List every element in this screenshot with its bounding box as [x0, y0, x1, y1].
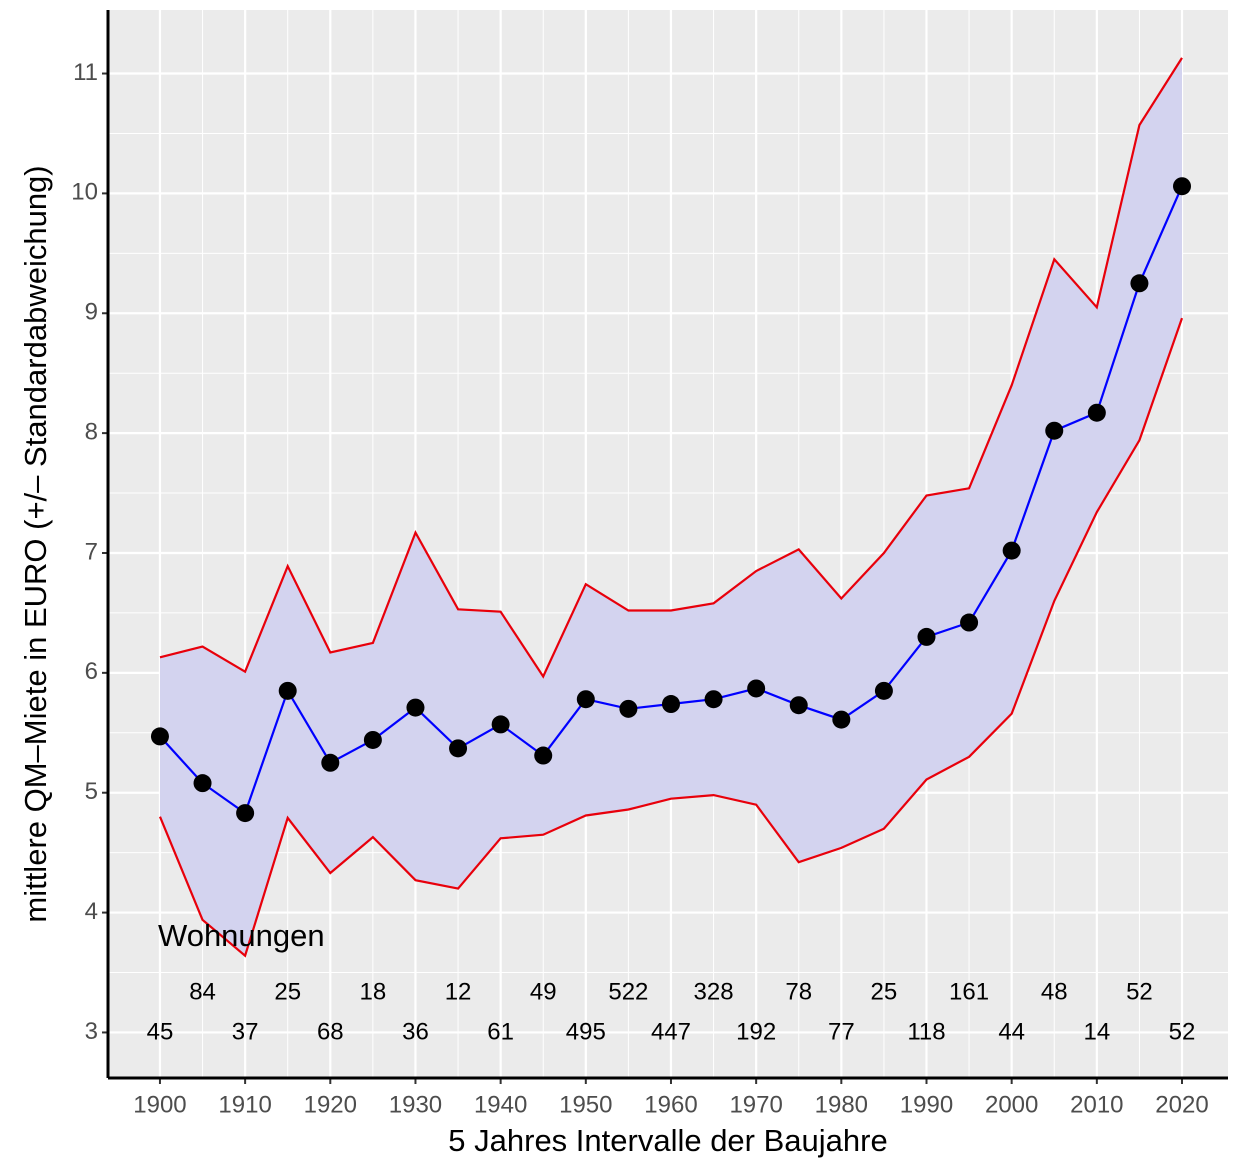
point [960, 613, 979, 632]
y-tick-label: 5 [85, 778, 98, 805]
count-label: 447 [651, 1018, 691, 1045]
point [534, 746, 553, 765]
point [363, 730, 382, 749]
y-tick-label: 7 [85, 538, 98, 565]
count-label: 118 [907, 1018, 945, 1045]
point [832, 710, 851, 729]
count-label: 522 [608, 978, 648, 1005]
y-tick-label: 9 [85, 299, 98, 326]
count-label: 192 [736, 1018, 776, 1045]
count-label: 84 [189, 978, 216, 1005]
y-tick-label: 11 [73, 59, 98, 86]
point [747, 679, 766, 698]
point [236, 804, 255, 823]
y-tick-label: 6 [85, 658, 98, 685]
x-tick-label: 2000 [985, 1091, 1038, 1118]
point [449, 739, 468, 758]
x-tick-label: 1980 [815, 1091, 868, 1118]
point [619, 699, 638, 718]
point [321, 753, 340, 772]
point [1002, 541, 1021, 560]
count-label: 37 [232, 1018, 259, 1045]
count-label: 52 [1169, 1018, 1196, 1045]
count-label: 12 [445, 978, 472, 1005]
x-tick-label: 1990 [900, 1091, 953, 1118]
count-label: 52 [1126, 978, 1153, 1005]
x-tick-label: 1960 [644, 1091, 697, 1118]
count-label: 25 [871, 978, 898, 1005]
count-label: 18 [360, 978, 387, 1005]
count-label: 49 [530, 978, 557, 1005]
point [1130, 274, 1149, 293]
x-tick-label: 1900 [133, 1091, 186, 1118]
x-tick-label: 1970 [729, 1091, 782, 1118]
count-label: 78 [785, 978, 812, 1005]
band-area [160, 57, 1182, 956]
count-label: 495 [566, 1018, 606, 1045]
point [789, 696, 808, 715]
count-label: 44 [998, 1018, 1025, 1045]
marks [150, 57, 1192, 958]
count-label: 328 [694, 978, 734, 1005]
point [874, 681, 893, 700]
point [704, 690, 723, 709]
count-label: 68 [317, 1018, 344, 1045]
x-axis-title: 5 Jahres Intervalle der Baujahre [448, 1123, 887, 1158]
band-lower-line [158, 317, 1184, 958]
x-tick-label: 1920 [304, 1091, 357, 1118]
count-label: 25 [274, 978, 301, 1005]
band-upper-line [159, 57, 1183, 679]
count-label: 48 [1041, 978, 1068, 1005]
x-tick-label: 1950 [559, 1091, 612, 1118]
y-tick-label: 4 [85, 898, 98, 925]
point [1087, 403, 1106, 422]
y-tick-label: 3 [85, 1018, 98, 1045]
y-axis-title: mittlere QM–Miete in EURO (+/– Standarda… [18, 165, 53, 922]
y-tick-label: 8 [85, 418, 98, 445]
count-label: 14 [1083, 1018, 1110, 1045]
x-tick-label: 1940 [474, 1091, 527, 1118]
count-label: 45 [147, 1018, 174, 1045]
point [917, 627, 936, 646]
count-label: 161 [949, 978, 989, 1005]
x-tick-label: 2010 [1070, 1091, 1123, 1118]
count-label: 61 [487, 1018, 514, 1045]
point [406, 698, 425, 717]
point [193, 774, 212, 793]
y-tick-label: 10 [71, 179, 98, 206]
point [278, 681, 297, 700]
x-tick-label: 1910 [218, 1091, 271, 1118]
annotation: Wohnungen [158, 918, 325, 953]
x-tick-label: 1930 [389, 1091, 442, 1118]
point [491, 715, 510, 734]
point [150, 727, 169, 746]
count-label: 36 [402, 1018, 429, 1045]
count-label: 77 [828, 1018, 855, 1045]
point [1173, 177, 1192, 196]
point [661, 695, 680, 714]
point [1045, 421, 1064, 440]
x-tick-label: 2020 [1155, 1091, 1208, 1118]
point [576, 690, 595, 709]
